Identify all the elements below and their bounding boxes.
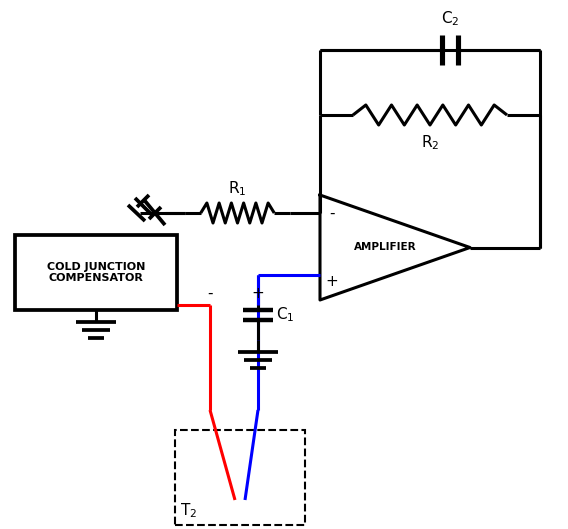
Text: -: -	[329, 206, 335, 221]
Text: AMPLIFIER: AMPLIFIER	[354, 242, 416, 252]
Text: +: +	[252, 286, 264, 300]
Text: R$_2$: R$_2$	[421, 133, 439, 152]
Text: +: +	[325, 274, 339, 289]
Text: R$_1$: R$_1$	[228, 179, 247, 198]
Text: C$_2$: C$_2$	[441, 10, 460, 28]
Text: T$_2$: T$_2$	[180, 501, 197, 520]
Text: COLD JUNCTION
COMPENSATOR: COLD JUNCTION COMPENSATOR	[47, 262, 145, 284]
Bar	[15, 235, 177, 310]
Text: -: -	[207, 286, 213, 300]
Bar	[175, 430, 305, 525]
Text: C$_1$: C$_1$	[276, 306, 295, 324]
